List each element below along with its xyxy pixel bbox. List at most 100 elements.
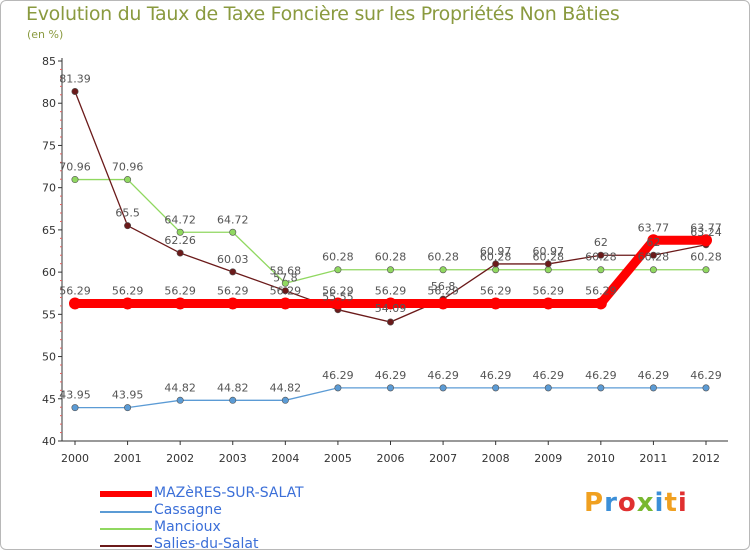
data-label: 63.77	[690, 221, 722, 234]
data-label: 46.29	[690, 369, 722, 382]
chart-subtitle: (en %)	[27, 28, 64, 41]
legend-item-cassagne: Cassagne	[100, 502, 380, 520]
x-tick-label: 2002	[166, 452, 194, 465]
data-point	[649, 266, 657, 274]
data-point	[69, 297, 81, 310]
proxiti-logo: Proxiti	[584, 488, 688, 518]
data-point	[281, 279, 289, 287]
data-point	[176, 249, 184, 257]
data-label: 60.03	[217, 253, 249, 266]
data-label: 60.28	[427, 251, 459, 264]
data-point	[71, 87, 79, 95]
data-label: 46.29	[585, 369, 617, 382]
data-label: 63.77	[638, 221, 670, 234]
data-point	[492, 260, 500, 268]
legend-swatch	[100, 528, 152, 530]
data-point	[489, 297, 502, 310]
y-tick-label: 75	[42, 139, 56, 152]
x-tick-label: 2000	[61, 452, 89, 465]
data-label: 60.28	[638, 251, 670, 264]
data-label: 54.09	[375, 302, 407, 315]
y-tick-label: 45	[42, 393, 56, 406]
data-point	[542, 297, 555, 310]
data-point	[226, 297, 239, 310]
legend-item-salies: Salies-du-Salat	[100, 536, 380, 554]
data-label: 55.55	[322, 291, 354, 304]
data-point	[281, 396, 289, 404]
logo-letter: x	[636, 488, 655, 518]
data-point	[71, 404, 79, 412]
x-tick-label: 2012	[692, 452, 720, 465]
data-label: 56.8	[431, 280, 456, 293]
data-label: 63.24	[690, 226, 722, 239]
data-point	[386, 384, 394, 392]
data-point	[331, 297, 344, 310]
legend-swatch	[100, 491, 152, 497]
logo-letter: i	[677, 488, 688, 518]
legend-swatch	[100, 511, 152, 513]
data-label: 43.95	[59, 389, 91, 402]
data-point	[334, 384, 342, 392]
data-point	[176, 396, 184, 404]
data-label: 44.82	[164, 381, 196, 394]
x-tick-label: 2007	[429, 452, 457, 465]
data-label: 44.82	[217, 381, 249, 394]
data-label: 56.29	[217, 284, 249, 297]
data-point	[439, 384, 447, 392]
data-point	[386, 266, 394, 274]
legend: MAZèRES-SUR-SALAT Cassagne Mancioux Sali…	[100, 485, 380, 554]
y-tick-label: 85	[42, 55, 56, 68]
logo-letter: r	[604, 488, 618, 518]
x-tick-label: 2009	[534, 452, 562, 465]
data-point	[174, 297, 187, 310]
data-point	[124, 176, 132, 184]
data-point	[124, 404, 132, 412]
data-label: 56.29	[427, 284, 459, 297]
x-tick-label: 2003	[219, 452, 247, 465]
y-tick-label: 80	[42, 97, 56, 110]
data-label: 46.29	[375, 369, 407, 382]
data-label: 64.72	[217, 213, 249, 226]
legend-swatch	[100, 545, 152, 547]
data-label: 46.29	[533, 369, 565, 382]
data-label: 60.97	[480, 245, 512, 258]
data-label: 70.96	[59, 161, 91, 174]
y-tick-label: 70	[42, 182, 56, 195]
y-tick-label: 40	[42, 435, 56, 448]
data-label: 46.29	[322, 369, 354, 382]
x-tick-label: 2010	[587, 452, 615, 465]
x-tick-label: 2008	[482, 452, 510, 465]
data-label: 46.29	[480, 369, 512, 382]
data-label: 57.8	[273, 272, 298, 285]
data-point	[121, 297, 134, 310]
data-point	[649, 251, 657, 259]
data-point	[279, 297, 292, 310]
legend-item-mancioux: Mancioux	[100, 519, 380, 537]
data-point	[544, 266, 552, 274]
data-label: 56.29	[112, 284, 144, 297]
data-label: 65.5	[115, 207, 140, 220]
data-point	[281, 287, 289, 295]
legend-label: Cassagne	[154, 502, 222, 518]
data-point	[702, 384, 710, 392]
y-tick-label: 65	[42, 224, 56, 237]
data-point	[437, 297, 450, 310]
legend-label: MAZèRES-SUR-SALAT	[154, 485, 304, 501]
data-label: 56.29	[164, 284, 196, 297]
data-point	[439, 266, 447, 274]
logo-letter: o	[617, 488, 637, 518]
data-label: 56.29	[585, 284, 617, 297]
x-tick-label: 2004	[271, 452, 299, 465]
data-label: 58.68	[270, 264, 302, 277]
data-label: 81.39	[59, 72, 91, 85]
data-point	[386, 318, 394, 326]
data-label: 56.29	[270, 284, 302, 297]
x-tick-label: 2005	[324, 452, 352, 465]
data-label: 43.95	[112, 389, 144, 402]
data-point	[124, 222, 132, 230]
data-point	[597, 251, 605, 259]
data-point	[492, 266, 500, 274]
data-label: 60.97	[533, 245, 565, 258]
data-label: 60.28	[322, 251, 354, 264]
data-point	[647, 234, 660, 247]
